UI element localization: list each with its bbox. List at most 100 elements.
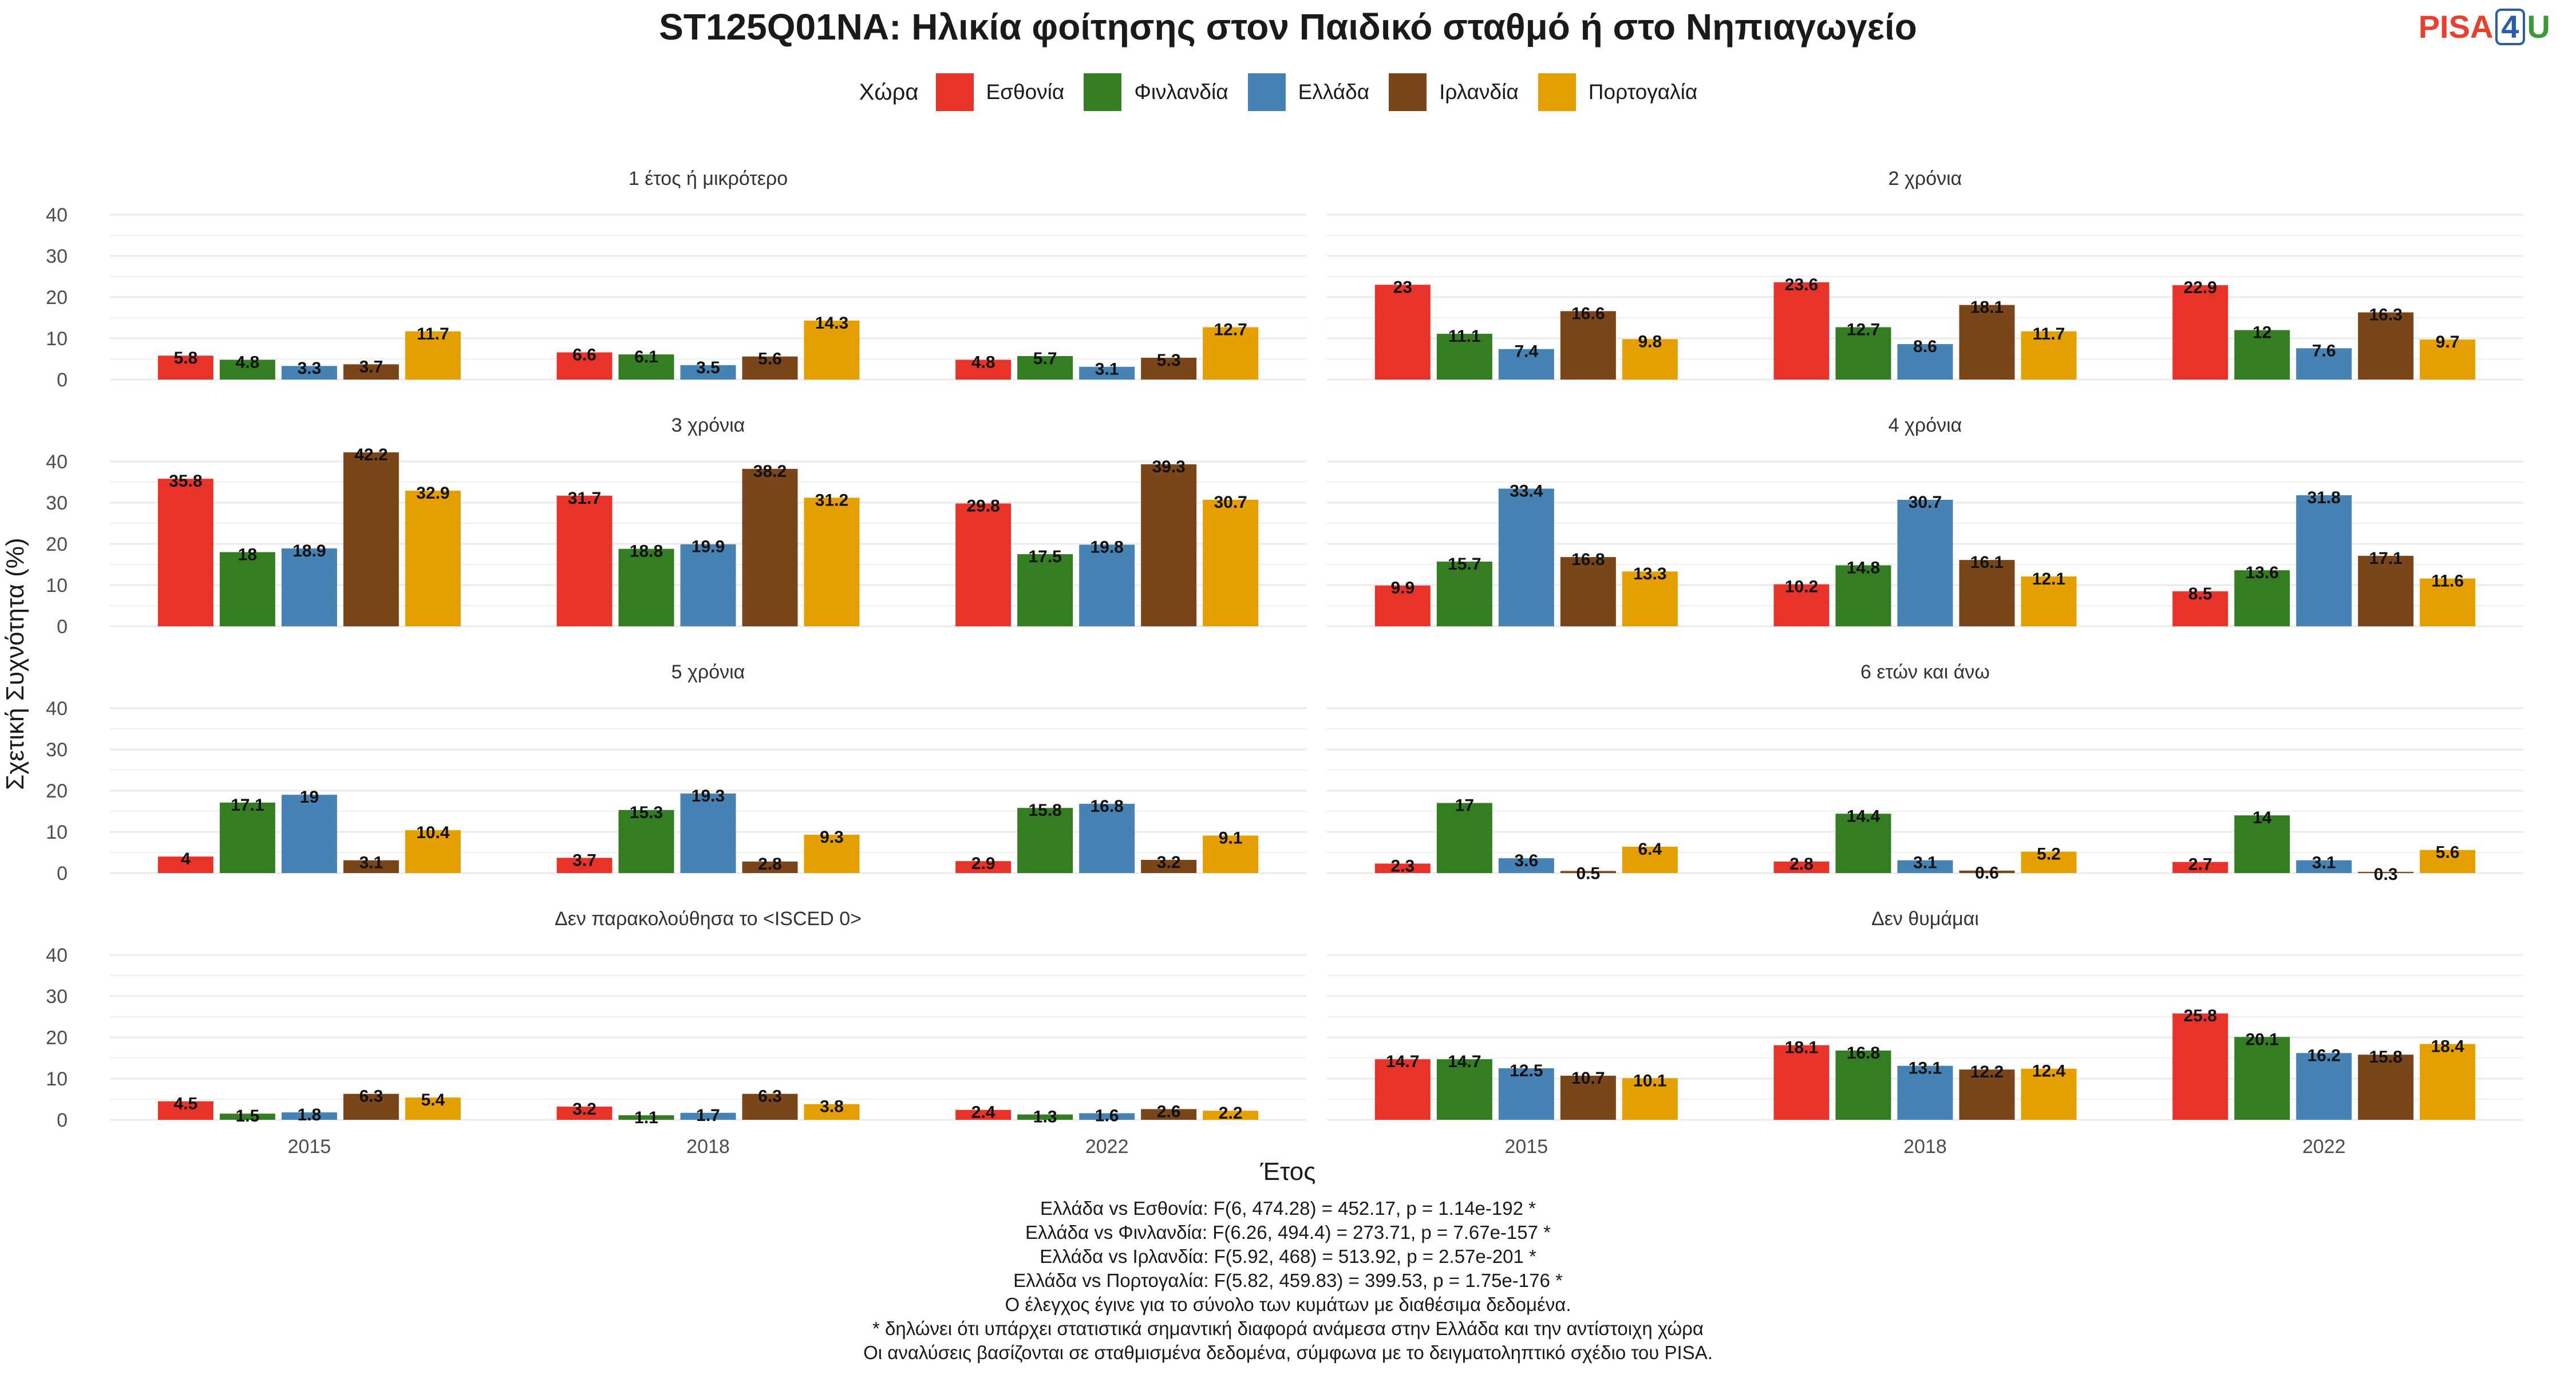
bar-value-label: 3.1 — [2312, 854, 2336, 872]
bar — [556, 495, 613, 626]
bar-value-label: 31.2 — [815, 491, 848, 510]
bar — [343, 860, 399, 873]
bar-value-label: 6.3 — [758, 1087, 782, 1106]
bar — [405, 491, 461, 626]
bar — [804, 835, 860, 873]
y-tick-label: 30 — [46, 986, 68, 1008]
logo-text-4: 4 — [2495, 8, 2525, 45]
legend-label: Εσθονία — [986, 80, 1065, 104]
bar — [405, 331, 461, 380]
bar — [1141, 859, 1197, 873]
bar-value-label: 10.7 — [1571, 1069, 1605, 1088]
bar-value-label: 12.7 — [1847, 321, 1880, 339]
x-tick-label: 2018 — [686, 1136, 730, 1158]
legend-label: Φινλανδία — [1134, 80, 1228, 104]
bar — [1773, 584, 1830, 626]
bar-value-label: 3.2 — [572, 1100, 596, 1119]
bar-value-label: 20.1 — [2245, 1030, 2278, 1049]
bar-value-label: 13.1 — [1909, 1059, 1942, 1078]
bar-value-label: 15.8 — [1028, 801, 1061, 820]
bar-value-label: 8.5 — [2188, 585, 2212, 603]
bar-value-label: 12.5 — [1510, 1061, 1543, 1080]
logo-text-u: U — [2527, 9, 2550, 45]
bar — [1835, 327, 1891, 380]
bar — [2296, 348, 2352, 380]
bar-value-label: 0.3 — [2374, 865, 2398, 884]
legend-item: Πορτογαλία — [1538, 73, 1698, 111]
legend: Χώρα Εσθονία Φινλανδία Ελλάδα Ιρλανδία Π… — [0, 73, 2576, 111]
bar-value-label: 0.6 — [1975, 864, 1999, 883]
bar-value-label: 4.8 — [235, 353, 259, 372]
x-tick-label: 2022 — [2302, 1136, 2346, 1158]
bar — [1835, 1051, 1891, 1120]
bar — [1498, 1068, 1554, 1120]
panel-title: 4 χρόνια — [1888, 414, 1962, 436]
bar — [1079, 804, 1135, 873]
bar-value-label: 3.1 — [1913, 854, 1937, 872]
y-tick-label: 10 — [46, 822, 68, 843]
legend-label: Πορτογαλία — [1588, 80, 1698, 104]
bar — [1436, 334, 1492, 380]
bar — [1017, 356, 1073, 380]
legend-title: Χώρα — [859, 79, 919, 105]
bar-value-label: 31.8 — [2307, 488, 2340, 507]
bar-value-label: 11.7 — [2033, 325, 2065, 344]
bar — [1374, 585, 1431, 626]
bar-value-label: 14.8 — [1847, 558, 1880, 577]
bar-value-label: 33.4 — [1510, 482, 1543, 501]
bar-value-label: 6.3 — [359, 1087, 383, 1106]
bar — [804, 1104, 860, 1120]
bar — [281, 1112, 337, 1120]
bar-value-label: 22.9 — [2183, 278, 2217, 297]
bar-value-label: 30.7 — [1214, 493, 1247, 512]
bar-value-label: 11.1 — [1448, 327, 1481, 346]
bar-value-label: 16.8 — [1090, 797, 1123, 816]
bar-value-label: 2.4 — [971, 1103, 995, 1122]
bar-value-label: 4 — [181, 850, 191, 868]
panel-title: 3 χρόνια — [671, 414, 745, 436]
bar — [1897, 1065, 1953, 1120]
bar — [804, 498, 860, 626]
bar-value-label: 3.1 — [359, 854, 383, 872]
bar-value-label: 3.1 — [1095, 360, 1119, 379]
bar-value-label: 16.2 — [2307, 1046, 2340, 1065]
bar-value-label: 3.7 — [572, 851, 596, 870]
bar-value-label: 17 — [1455, 796, 1474, 815]
bar-value-label: 12.4 — [2032, 1062, 2066, 1081]
bar — [618, 810, 674, 873]
y-tick-label: 0 — [57, 1110, 68, 1131]
bar-value-label: 10.1 — [1633, 1071, 1666, 1090]
bar — [219, 802, 275, 873]
bar-value-label: 30.7 — [1909, 493, 1942, 512]
bar-value-label: 6.4 — [1638, 840, 1662, 859]
y-tick-label: 10 — [46, 328, 68, 350]
bar-value-label: 18 — [238, 545, 257, 564]
bar — [556, 858, 613, 873]
bar — [556, 352, 613, 380]
bar-value-label: 17.1 — [2369, 549, 2402, 568]
bar — [1560, 1075, 1616, 1120]
footnote-line: * δηλώνει ότι υπάρχει στατιστικά σημαντι… — [872, 1318, 1704, 1339]
footnote-line: Ελλάδα vs Φινλανδία: F(6.26, 494.4) = 27… — [1025, 1222, 1551, 1243]
bar — [2172, 591, 2229, 626]
bar — [1203, 499, 1259, 626]
bar-value-label: 18.1 — [1970, 298, 2004, 317]
bar-value-label: 4.5 — [173, 1095, 197, 1114]
bar — [2296, 495, 2352, 626]
bar — [1560, 557, 1616, 626]
bar — [343, 1093, 399, 1120]
y-tick-label: 10 — [46, 575, 68, 597]
bar — [1773, 282, 1830, 380]
y-tick-label: 40 — [46, 698, 68, 720]
bar-value-label: 12.2 — [1970, 1063, 2004, 1081]
bar-value-label: 25.8 — [2183, 1006, 2217, 1025]
bar-value-label: 2.8 — [758, 855, 782, 874]
bar-value-label: 1.7 — [696, 1106, 720, 1125]
bar — [2358, 555, 2414, 626]
y-tick-label: 30 — [46, 739, 68, 761]
footnote-line: Ελλάδα vs Πορτογαλία: F(5.82, 459.83) = … — [1013, 1270, 1563, 1291]
bar — [742, 356, 798, 380]
bar-value-label: 32.9 — [416, 484, 449, 503]
bar-value-label: 3.2 — [1157, 853, 1181, 872]
